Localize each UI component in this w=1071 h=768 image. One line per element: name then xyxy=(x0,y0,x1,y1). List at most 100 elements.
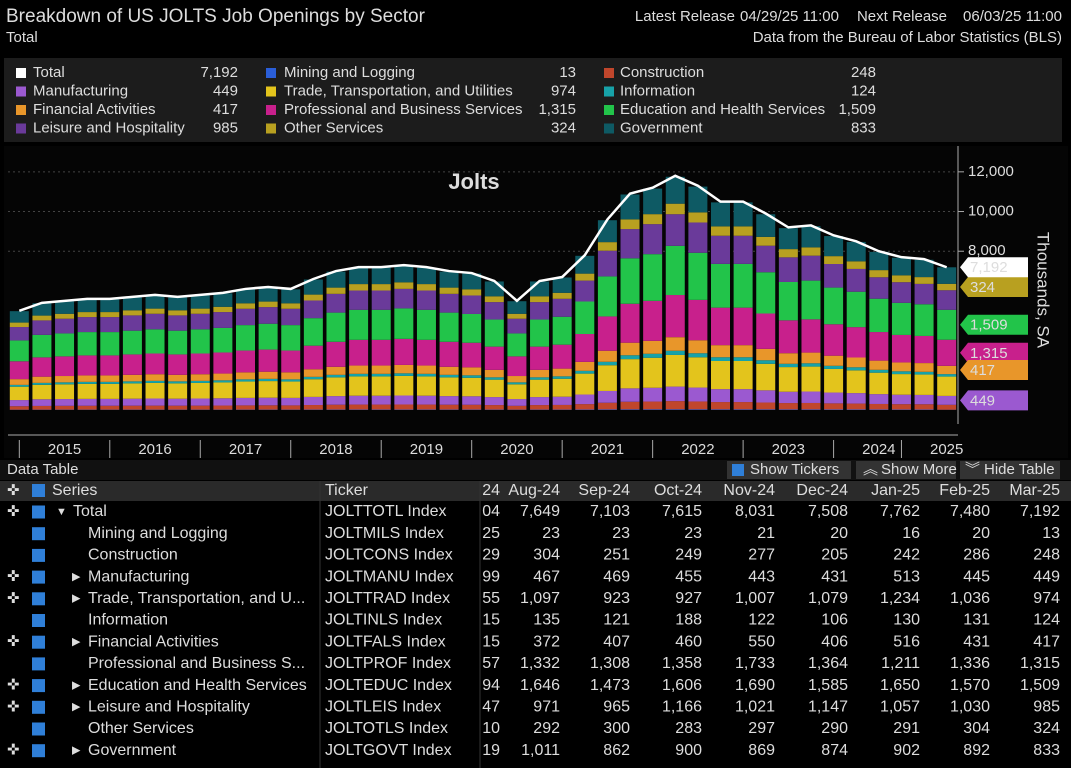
show-more-button[interactable] xyxy=(856,461,956,479)
bar-segment xyxy=(937,339,957,366)
bar-segment xyxy=(914,335,934,364)
value-tag-label: 449 xyxy=(970,392,995,409)
bar-segment xyxy=(620,359,640,389)
legend-value: 985 xyxy=(213,119,238,136)
bar-segment xyxy=(665,245,685,296)
bar-segment xyxy=(643,353,663,358)
cell-value: 286 xyxy=(963,547,990,564)
bar-segment xyxy=(145,329,165,354)
bar-segment xyxy=(530,405,550,410)
show-tickers-button[interactable] xyxy=(727,461,851,479)
cell-value: 25 xyxy=(482,525,500,542)
cell-value: 249 xyxy=(675,547,702,564)
cell-value: 1,308 xyxy=(590,655,630,672)
bar-segment xyxy=(778,403,798,410)
bar-segment xyxy=(620,229,640,259)
checkbox[interactable] xyxy=(732,464,744,476)
bar-segment xyxy=(824,365,844,369)
bar-segment xyxy=(688,222,708,253)
bar-segment xyxy=(236,381,255,398)
bar-segment xyxy=(77,355,97,376)
checkbox xyxy=(32,679,45,693)
bar-segment xyxy=(258,397,278,406)
bar-segment xyxy=(77,317,97,333)
legend-value: 449 xyxy=(213,82,238,99)
bar-segment xyxy=(394,375,414,396)
hide-table[interactable]: Hide Table xyxy=(984,461,1055,478)
cell-value: 7,762 xyxy=(880,503,920,520)
bar-segment xyxy=(778,363,798,368)
cell-value: 21 xyxy=(757,525,775,542)
ticker: JOLTTOTL Index xyxy=(325,503,447,520)
bar-segment xyxy=(394,338,414,365)
bar-segment xyxy=(643,401,663,410)
bar-segment xyxy=(190,398,210,406)
cell-value: 121 xyxy=(603,612,630,629)
bar-segment xyxy=(665,176,685,204)
bar-segment xyxy=(349,373,369,377)
bar-segment xyxy=(643,300,663,341)
bar-segment xyxy=(824,368,844,393)
bar-segment xyxy=(122,297,142,311)
value-tag-label: 7,192 xyxy=(970,259,1008,276)
hide-table-button[interactable] xyxy=(960,461,1060,479)
bar-segment xyxy=(824,264,844,288)
bar-segment xyxy=(145,374,165,381)
bar-segment xyxy=(846,241,866,262)
bar-segment xyxy=(937,376,957,396)
bar-segment xyxy=(575,301,595,335)
expand-arrow: ▶ xyxy=(72,571,81,583)
bar-segment xyxy=(665,295,685,338)
cell-value: 1,650 xyxy=(880,677,920,694)
bar-segment xyxy=(145,398,165,406)
bar-segment xyxy=(688,409,708,410)
cell-value: 1,097 xyxy=(520,590,560,607)
bar-segment xyxy=(733,357,753,361)
chart-title: Jolts xyxy=(448,169,499,194)
legend-value: 974 xyxy=(551,82,576,99)
ticker: JOLTMANU Index xyxy=(325,568,454,585)
cell-value: 1,509 xyxy=(1020,677,1060,694)
bar-segment xyxy=(891,394,911,405)
show-more[interactable]: Show More xyxy=(881,461,957,478)
bar-segment xyxy=(462,367,482,376)
bar-segment xyxy=(597,365,617,391)
bar-segment xyxy=(416,404,436,410)
bar-segment xyxy=(349,309,369,340)
bar-segment xyxy=(597,250,617,277)
bar-segment xyxy=(665,354,685,387)
bar-segment xyxy=(371,309,391,340)
bar-segment xyxy=(711,409,730,410)
legend-name: Other Services xyxy=(284,119,383,136)
legend-swatch xyxy=(16,68,26,78)
bar-segment xyxy=(394,395,414,405)
bar-segment xyxy=(937,374,957,377)
cell-value: 251 xyxy=(603,547,630,564)
bar-segment xyxy=(371,365,391,374)
bar-segment xyxy=(484,281,504,297)
bar-segment xyxy=(643,214,663,225)
bar-segment xyxy=(846,367,866,371)
bar-segment xyxy=(32,320,52,335)
show-tickers[interactable]: Show Tickers xyxy=(750,461,839,478)
cell-value: 449 xyxy=(1033,568,1060,585)
bar-segment xyxy=(597,402,617,410)
bar-segment xyxy=(914,363,934,372)
bar-segment xyxy=(303,345,323,370)
bar-segment xyxy=(281,308,301,326)
cell-value: 29 xyxy=(482,547,500,564)
bar-segment xyxy=(55,301,75,314)
bar-segment xyxy=(394,308,414,339)
series-name: Financial Activities xyxy=(88,633,219,650)
checkbox xyxy=(32,744,45,758)
bar-segment xyxy=(416,284,436,291)
bar-segment xyxy=(643,340,663,354)
expand-arrow: ▶ xyxy=(72,636,81,648)
bar-segment xyxy=(303,279,323,295)
bar-segment xyxy=(484,377,504,380)
bar-segment xyxy=(236,397,255,406)
cell-value: 1,332 xyxy=(520,655,560,672)
bar-segment xyxy=(665,337,685,351)
cell-value: 431 xyxy=(963,633,990,650)
cell-value: 1,057 xyxy=(880,699,920,716)
